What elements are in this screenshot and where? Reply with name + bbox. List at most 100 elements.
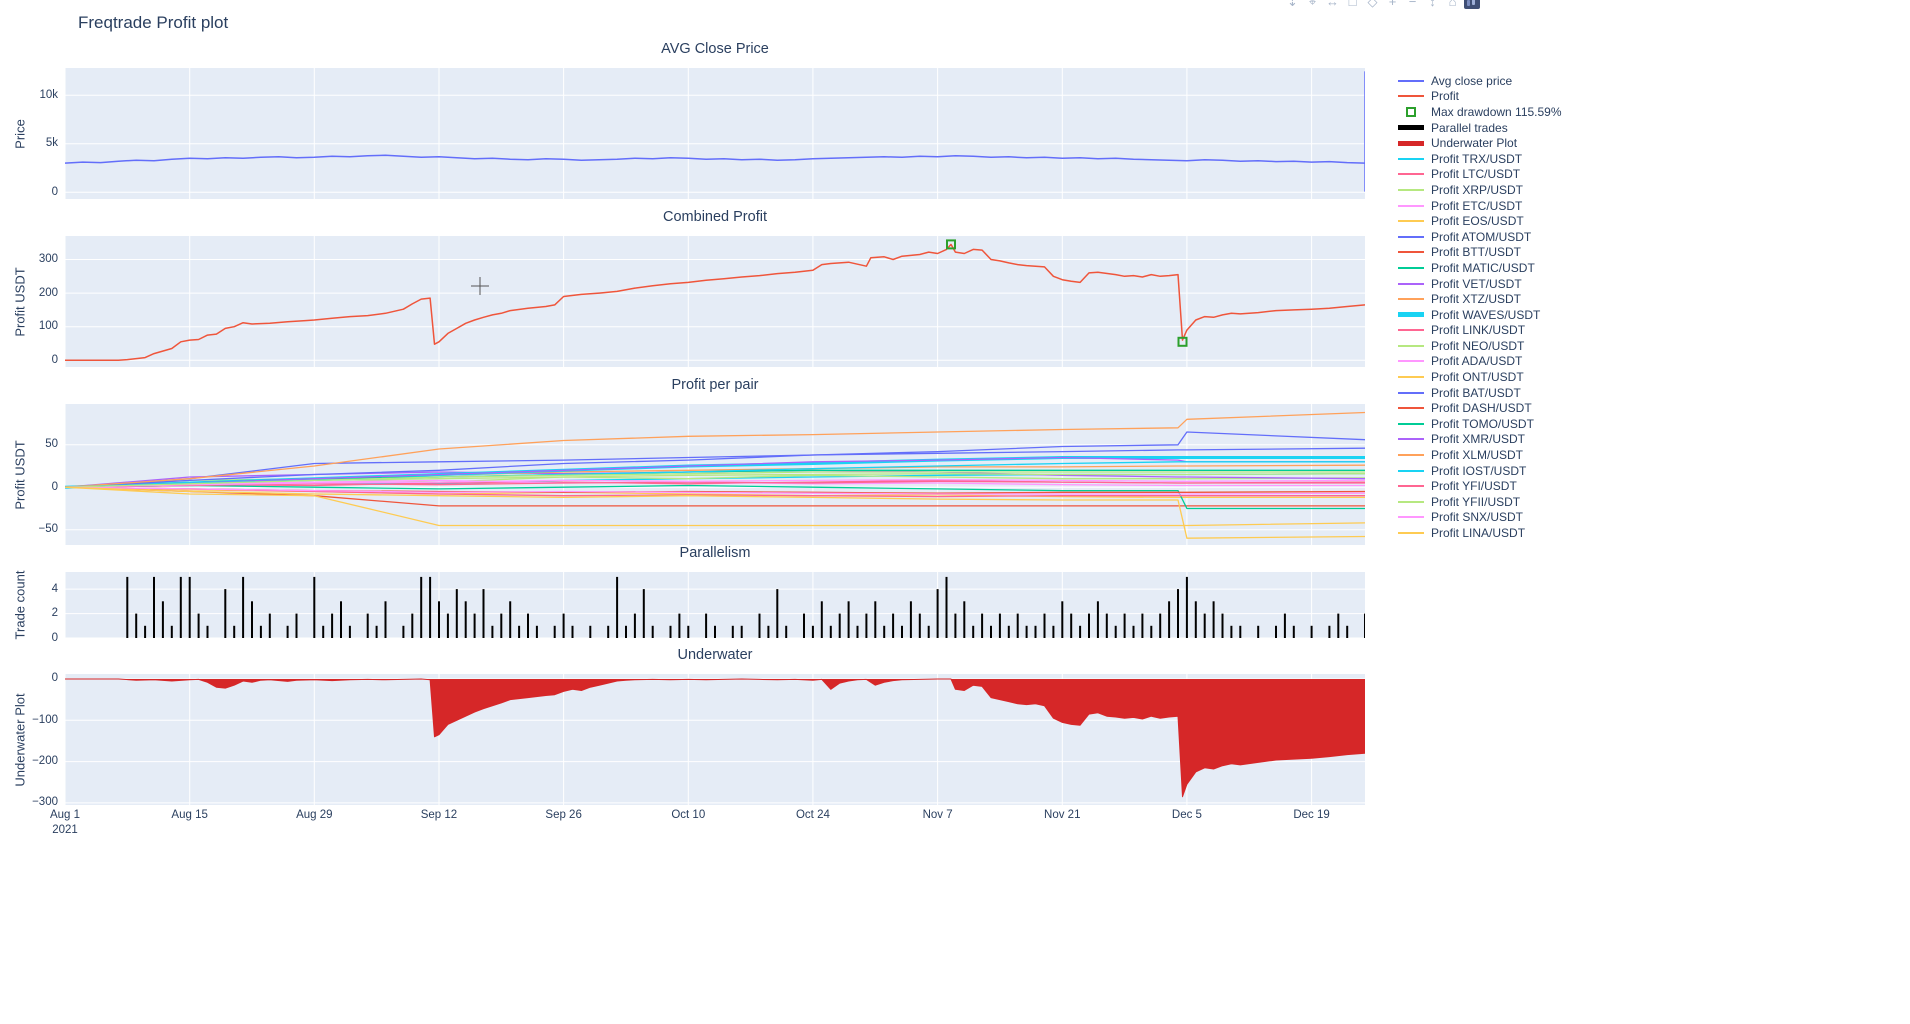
x-tick-text: Sep 12 xyxy=(420,809,458,821)
subplot-title-underwater: Underwater xyxy=(677,647,753,663)
legend-line-marker-icon xyxy=(1396,422,1426,425)
legend-item-profit-yfi-usdt[interactable]: Profit YFI/USDT xyxy=(1396,478,1562,494)
x-tick-text: Dec 5 xyxy=(1171,809,1202,821)
legend-label: Profit ADA/USDT xyxy=(1431,354,1523,369)
subplot-title-avg-close-price: AVG Close Price xyxy=(661,41,769,57)
legend-line-marker-icon xyxy=(1396,188,1426,191)
legend-label: Profit ETC/USDT xyxy=(1431,198,1523,213)
legend-item-profit-etc-usdt[interactable]: Profit ETC/USDT xyxy=(1396,198,1562,214)
plotly-logo[interactable] xyxy=(1464,0,1480,9)
x-tick-label: Aug 29 xyxy=(296,808,332,823)
zoom-in-button[interactable]: + xyxy=(1388,0,1397,9)
legend-label: Profit NEO/USDT xyxy=(1431,338,1525,353)
legend-label: Profit EOS/USDT xyxy=(1431,214,1524,229)
legend-item-profit-ada-usdt[interactable]: Profit ADA/USDT xyxy=(1396,354,1562,370)
y-tick-label-underwater: −100 xyxy=(32,713,58,726)
legend-item-profit-eos-usdt[interactable]: Profit EOS/USDT xyxy=(1396,213,1562,229)
legend-item-profit-matic-usdt[interactable]: Profit MATIC/USDT xyxy=(1396,260,1562,276)
legend-label: Profit VET/USDT xyxy=(1431,276,1522,291)
legend-item-profit-neo-usdt[interactable]: Profit NEO/USDT xyxy=(1396,338,1562,354)
y-tick-label-combined-profit: 100 xyxy=(38,320,58,333)
zoom-out-button[interactable]: − xyxy=(1408,0,1417,9)
y-tick-label-combined-profit: 300 xyxy=(38,253,58,265)
subplot-parallelism[interactable] xyxy=(65,572,1365,638)
legend-line-marker-icon xyxy=(1396,79,1426,82)
legend-item-profit-link-usdt[interactable]: Profit LINK/USDT xyxy=(1396,323,1562,339)
legend-line-marker-icon xyxy=(1396,500,1426,503)
legend-item-underwater-plot[interactable]: Underwater Plot xyxy=(1396,135,1562,151)
legend-item-profit-xrp-usdt[interactable]: Profit XRP/USDT xyxy=(1396,182,1562,198)
legend-item-profit-xlm-usdt[interactable]: Profit XLM/USDT xyxy=(1396,447,1562,463)
legend-item-profit-xmr-usdt[interactable]: Profit XMR/USDT xyxy=(1396,432,1562,448)
legend-item-profit-ltc-usdt[interactable]: Profit LTC/USDT xyxy=(1396,167,1562,183)
legend-item-profit-dash-usdt[interactable]: Profit DASH/USDT xyxy=(1396,400,1562,416)
legend-item-profit[interactable]: Profit xyxy=(1396,89,1562,105)
x-tick-label: Oct 10 xyxy=(671,808,705,823)
legend-label: Profit WAVES/USDT xyxy=(1431,307,1541,322)
legend-item-profit-xtz-usdt[interactable]: Profit XTZ/USDT xyxy=(1396,291,1562,307)
legend-line-marker-icon xyxy=(1396,516,1426,519)
legend-label: Profit XMR/USDT xyxy=(1431,432,1526,447)
x-tick-text: Aug 15 xyxy=(171,809,208,821)
legend-item-profit-iost-usdt[interactable]: Profit IOST/USDT xyxy=(1396,463,1562,479)
y-axis-label-parallelism: Trade count xyxy=(12,570,28,640)
subplot-profit-per-pair[interactable] xyxy=(65,404,1365,545)
y-tick-label-profit-per-pair: 50 xyxy=(45,438,58,451)
reset-axes-button[interactable]: ⌂ xyxy=(1448,0,1457,9)
legend-item-max-drawdown-115-59[interactable]: Max drawdown 115.59% xyxy=(1396,104,1562,120)
y-tick-label-parallelism: 0 xyxy=(51,631,58,644)
legend-line-marker-icon xyxy=(1396,485,1426,488)
legend-item-profit-vet-usdt[interactable]: Profit VET/USDT xyxy=(1396,276,1562,292)
x-tick-text: Oct 24 xyxy=(795,809,830,821)
legend-line-marker-icon xyxy=(1396,329,1426,332)
x-tick-label: Dec 5 xyxy=(1172,808,1202,823)
x-tick-text: Aug 1 xyxy=(49,809,81,821)
legend-label: Profit XLM/USDT xyxy=(1431,448,1524,463)
legend-label: Avg close price xyxy=(1431,73,1513,88)
legend-label: Parallel trades xyxy=(1431,120,1508,135)
legend-item-profit-ont-usdt[interactable]: Profit ONT/USDT xyxy=(1396,369,1562,385)
zoom-button[interactable]: ⌖ xyxy=(1308,0,1317,9)
subplot-combined-profit[interactable] xyxy=(65,236,1365,367)
legend-item-profit-yfii-usdt[interactable]: Profit YFII/USDT xyxy=(1396,494,1562,510)
lasso-select-button[interactable]: ◇ xyxy=(1367,0,1378,9)
x-tick-label: Oct 24 xyxy=(796,808,830,823)
download-image-button[interactable]: ⇣ xyxy=(1287,0,1298,9)
y-tick-label-underwater: 0 xyxy=(51,672,58,685)
pan-button[interactable]: ↔ xyxy=(1326,0,1339,9)
x-tick-text: Oct 10 xyxy=(671,809,706,821)
legend-item-profit-tomo-usdt[interactable]: Profit TOMO/USDT xyxy=(1396,416,1562,432)
legend-item-profit-snx-usdt[interactable]: Profit SNX/USDT xyxy=(1396,510,1562,526)
legend-line-marker-icon xyxy=(1396,220,1426,223)
box-select-button[interactable]: □ xyxy=(1348,0,1357,9)
x-tick-label: Aug 1 2021 xyxy=(50,808,80,838)
legend-line-marker-icon xyxy=(1396,140,1426,146)
x-tick-text: Nov 7 xyxy=(922,809,953,821)
x-tick-label: Aug 15 xyxy=(171,808,207,823)
legend-line-marker-icon xyxy=(1396,204,1426,207)
legend-label: Profit LINA/USDT xyxy=(1431,526,1526,541)
legend-line-marker-icon xyxy=(1396,125,1426,131)
legend-line-marker-icon xyxy=(1396,344,1426,347)
legend-item-profit-waves-usdt[interactable]: Profit WAVES/USDT xyxy=(1396,307,1562,323)
x-tick-label: Sep 12 xyxy=(421,808,457,823)
legend: Avg close price Profit Max drawdown 115.59… xyxy=(1396,73,1562,541)
legend-label: Profit LTC/USDT xyxy=(1431,167,1521,182)
legend-item-avg-close-price[interactable]: Avg close price xyxy=(1396,73,1562,89)
legend-line-marker-icon xyxy=(1396,251,1426,254)
y-axis-label-underwater: Underwater Plot xyxy=(12,692,28,787)
legend-item-profit-atom-usdt[interactable]: Profit ATOM/USDT xyxy=(1396,229,1562,245)
legend-label: Profit XTZ/USDT xyxy=(1431,292,1522,307)
legend-line-marker-icon xyxy=(1396,438,1426,441)
legend-item-profit-bat-usdt[interactable]: Profit BAT/USDT xyxy=(1396,385,1562,401)
y-tick-label-parallelism: 4 xyxy=(51,582,58,595)
x-tick-label: Nov 21 xyxy=(1044,808,1080,823)
legend-item-profit-trx-usdt[interactable]: Profit TRX/USDT xyxy=(1396,151,1562,167)
subplot-underwater[interactable] xyxy=(65,674,1365,805)
legend-item-parallel-trades[interactable]: Parallel trades xyxy=(1396,120,1562,136)
subplot-avg-close-price[interactable] xyxy=(65,68,1365,199)
legend-item-profit-btt-usdt[interactable]: Profit BTT/USDT xyxy=(1396,245,1562,261)
autoscale-button[interactable]: ↕ xyxy=(1429,0,1436,9)
legend-item-profit-lina-usdt[interactable]: Profit LINA/USDT xyxy=(1396,525,1562,541)
legend-label: Profit BAT/USDT xyxy=(1431,385,1521,400)
